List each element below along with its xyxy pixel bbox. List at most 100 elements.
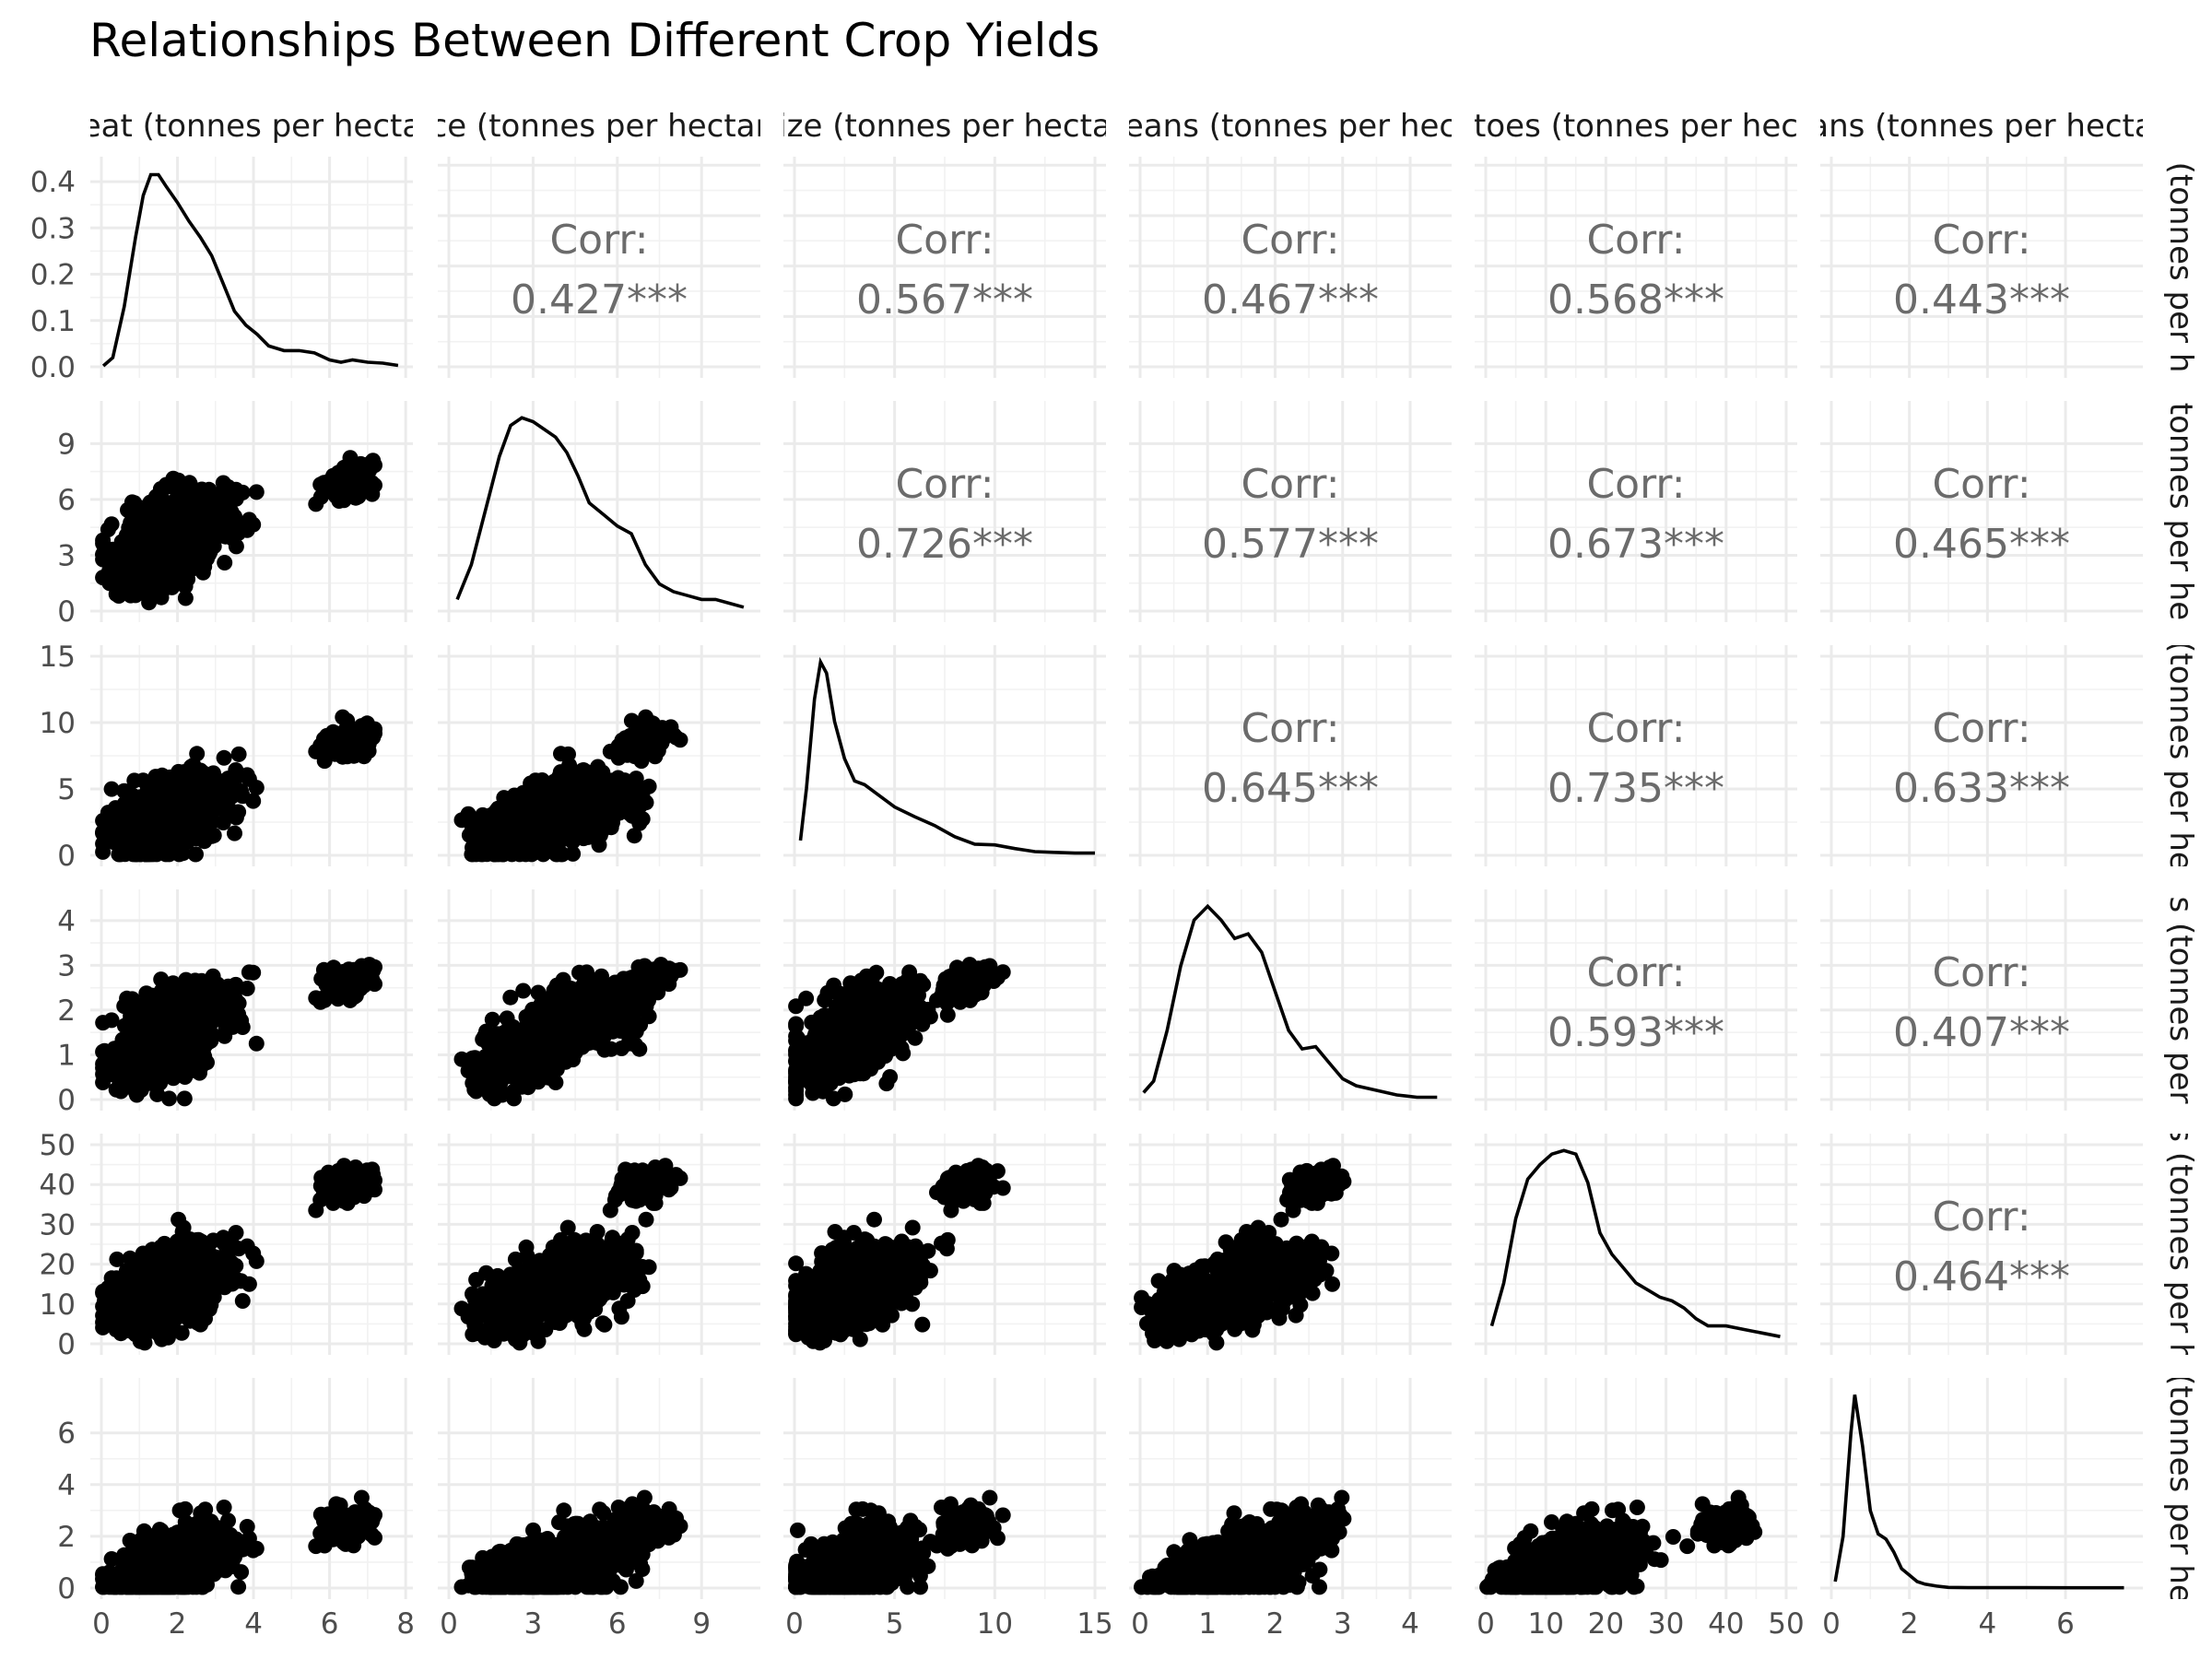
scatter-point bbox=[343, 979, 359, 995]
panel-r0-c0 bbox=[90, 157, 413, 378]
scatter-point bbox=[453, 1051, 470, 1067]
scatter-point bbox=[632, 1017, 649, 1033]
panel-grid: Corr:0.427***Corr:0.567***Corr:0.467***C… bbox=[30, 108, 2199, 1641]
panel-r0-c5 bbox=[1820, 157, 2143, 378]
scatter-point bbox=[95, 551, 112, 568]
scatter-point bbox=[200, 797, 217, 814]
scatter-point bbox=[171, 994, 187, 1010]
scatter-point bbox=[224, 510, 241, 526]
scatter-point bbox=[128, 1087, 145, 1103]
panel-r2-c5 bbox=[1820, 645, 2143, 866]
scatter-point bbox=[631, 1041, 648, 1057]
scatter-point bbox=[148, 794, 165, 810]
scatter-point bbox=[312, 994, 329, 1010]
scatter-point bbox=[156, 776, 171, 793]
scatter-point bbox=[107, 800, 124, 817]
panel-r1-c1 bbox=[438, 401, 760, 622]
scatter-point bbox=[192, 1065, 207, 1081]
scatter-point bbox=[181, 773, 197, 790]
scatter-point bbox=[484, 1011, 500, 1028]
scatter-point bbox=[498, 1043, 514, 1060]
scatter-point bbox=[195, 775, 212, 792]
scatter-point bbox=[339, 712, 356, 729]
scatter-point bbox=[146, 494, 162, 511]
scatter-point bbox=[515, 982, 532, 999]
scatter-point bbox=[596, 1010, 613, 1027]
scatter-point bbox=[665, 727, 682, 744]
scatter-point bbox=[158, 1061, 174, 1077]
scatter-point bbox=[95, 532, 112, 548]
scatter-point bbox=[158, 549, 174, 566]
scatter-point bbox=[571, 819, 588, 835]
scatter-point bbox=[533, 1050, 549, 1066]
scatter-point bbox=[175, 500, 191, 516]
scatter-point bbox=[363, 453, 380, 470]
scatter-point bbox=[653, 957, 669, 973]
scatter-point bbox=[547, 1054, 563, 1071]
scatter-point bbox=[141, 594, 158, 611]
scatter-point bbox=[631, 994, 648, 1010]
scatter-point bbox=[126, 772, 143, 789]
scatter-point bbox=[137, 846, 154, 863]
scatter-point bbox=[113, 534, 130, 550]
scatter-point bbox=[648, 974, 665, 991]
scatter-point bbox=[124, 1034, 141, 1050]
scatter-point bbox=[648, 730, 665, 747]
scatter-point bbox=[245, 793, 262, 809]
scatter-point bbox=[217, 798, 233, 814]
scatter-point bbox=[547, 817, 563, 833]
scatter-point bbox=[596, 801, 613, 818]
scatter-point bbox=[248, 780, 265, 796]
panel-r0-c4 bbox=[1475, 157, 1797, 378]
scatter-point bbox=[124, 831, 141, 848]
scatter-point bbox=[329, 978, 346, 994]
scatter-point bbox=[217, 555, 233, 571]
scatter-point bbox=[103, 516, 120, 533]
scatter-point bbox=[158, 818, 174, 834]
scatter-point bbox=[241, 964, 257, 981]
scatter-point bbox=[191, 1003, 207, 1019]
scatter-point bbox=[228, 538, 244, 555]
scatter-point bbox=[120, 501, 135, 518]
panel-r0-c2 bbox=[783, 157, 1106, 378]
panel-r1-c5 bbox=[1820, 401, 2143, 622]
scatter-point bbox=[119, 990, 135, 1006]
scatter-point bbox=[201, 481, 218, 498]
scatter-point bbox=[571, 1037, 588, 1053]
scatter-point bbox=[569, 1023, 585, 1039]
scatter-point bbox=[498, 819, 514, 836]
scatter-point bbox=[217, 1028, 233, 1044]
scatter-point bbox=[546, 773, 562, 790]
scatter-point bbox=[359, 479, 375, 496]
scatter-point bbox=[453, 812, 470, 829]
scatter-point bbox=[147, 567, 163, 583]
scatter-point bbox=[103, 781, 120, 797]
panel-r2-c0 bbox=[90, 645, 413, 866]
scatter-point bbox=[224, 1002, 241, 1018]
scatter-point bbox=[497, 800, 513, 817]
panel-r1-c0 bbox=[90, 401, 413, 622]
scatter-point bbox=[95, 1060, 112, 1077]
scatter-point bbox=[177, 590, 194, 606]
scatter-point bbox=[161, 1043, 178, 1060]
scatter-point bbox=[107, 566, 124, 582]
scatter-point bbox=[614, 732, 630, 748]
scatter-point bbox=[146, 994, 162, 1011]
panel-r3-c2 bbox=[783, 889, 1106, 1111]
scatter-point bbox=[343, 488, 359, 504]
scatter-point bbox=[788, 998, 805, 1015]
scatter-point bbox=[161, 565, 178, 582]
panel-r1-c3 bbox=[1129, 401, 1452, 622]
scatter-point bbox=[614, 979, 630, 995]
scatter-point bbox=[558, 799, 574, 816]
scatter-point bbox=[191, 987, 207, 1004]
scatter-point bbox=[95, 825, 112, 841]
scatter-point bbox=[108, 1081, 124, 1098]
scatter-point bbox=[343, 732, 359, 748]
scatter-point bbox=[546, 1019, 562, 1036]
panel-r2-c1 bbox=[438, 645, 760, 866]
scatter-point bbox=[632, 797, 649, 814]
scatter-point bbox=[514, 1040, 531, 1056]
scatter-point bbox=[230, 746, 247, 762]
